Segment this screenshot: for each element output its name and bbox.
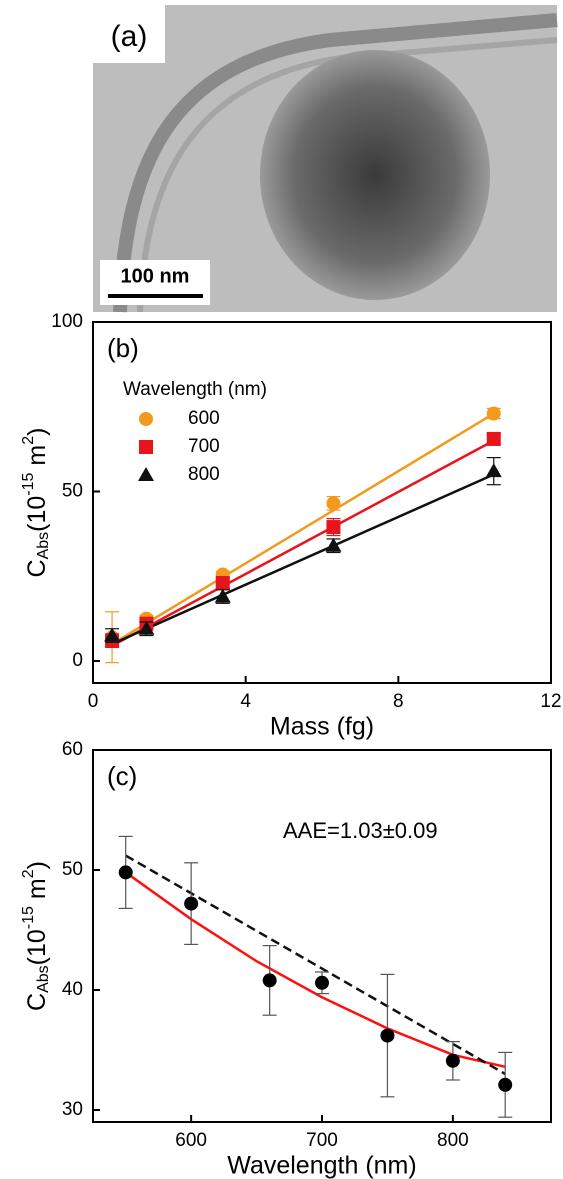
x-axis-label: Wavelength (nm) xyxy=(227,1152,416,1179)
marker xyxy=(486,431,501,446)
legend-marker xyxy=(139,440,153,454)
y-axis-label-part: C xyxy=(23,993,51,1011)
marker xyxy=(325,537,342,552)
y-axis-label-part: ) xyxy=(23,428,51,436)
x-tick-label: 0 xyxy=(88,691,99,712)
panel-label: (b) xyxy=(107,333,139,363)
y-axis-label-part: -15 xyxy=(20,906,37,929)
marker xyxy=(326,520,341,535)
marker xyxy=(498,1077,513,1092)
legend-title: Wavelength (nm) xyxy=(123,379,267,400)
annotation: AAE=1.03±0.09 xyxy=(283,818,438,843)
y-axis-label-part: (10 xyxy=(23,929,51,965)
legend-label: 800 xyxy=(188,464,220,485)
plot-frame xyxy=(92,749,552,1123)
marker xyxy=(215,576,230,591)
y-axis-label-part: ) xyxy=(23,861,51,869)
y-tick-label: 40 xyxy=(62,979,83,1000)
y-tick-label: 50 xyxy=(62,859,83,880)
marker xyxy=(445,1053,460,1068)
x-axis-label: Mass (fg) xyxy=(270,713,374,741)
y-axis-label-part: (10 xyxy=(23,496,51,532)
marker xyxy=(262,973,277,988)
y-axis-label-part: Abs xyxy=(35,532,52,560)
y-tick-label: 60 xyxy=(62,739,83,760)
y-tick-label: 30 xyxy=(62,1099,83,1120)
legend-label: 700 xyxy=(188,436,220,457)
y-axis-label-part: Abs xyxy=(35,965,52,993)
y-axis-label-part: m xyxy=(23,878,51,906)
y-axis-label: CAbs(10-15 m2) xyxy=(20,428,52,578)
label-box xyxy=(93,5,165,63)
marker xyxy=(214,588,231,603)
y-tick-label: 0 xyxy=(72,650,83,671)
x-tick-label: 800 xyxy=(437,1130,469,1151)
marker xyxy=(118,865,133,880)
fit-line xyxy=(111,412,495,646)
particle-aggregate xyxy=(260,50,490,300)
fit-line xyxy=(111,439,495,647)
scale-bar-label: 100 nm xyxy=(121,265,190,287)
marker xyxy=(485,463,502,478)
x-tick-label: 4 xyxy=(240,691,251,712)
nanotube xyxy=(113,13,558,313)
y-axis-label-part: 2 xyxy=(20,436,37,445)
y-axis-label-part: C xyxy=(23,559,51,577)
marker xyxy=(315,975,329,990)
fit-line xyxy=(125,854,506,1076)
y-axis-label-part: m xyxy=(23,445,51,473)
legend-marker xyxy=(139,412,153,426)
plot-frame xyxy=(92,321,552,684)
fit-line xyxy=(124,871,506,1069)
tem-image: (a) 100 nm xyxy=(93,5,558,313)
panel-label: (c) xyxy=(107,761,137,791)
fit-line xyxy=(111,473,495,646)
marker xyxy=(486,406,501,421)
x-tick-label: 700 xyxy=(306,1130,338,1151)
marker xyxy=(138,620,155,635)
y-tick-label: 100 xyxy=(51,311,83,332)
legend-marker xyxy=(138,467,154,481)
marker xyxy=(326,496,341,511)
marker xyxy=(104,627,121,642)
x-tick-label: 600 xyxy=(175,1130,207,1151)
marker xyxy=(380,1028,395,1043)
nanotube xyxy=(137,37,558,313)
y-tick-label: 50 xyxy=(62,480,83,501)
marker xyxy=(184,896,199,911)
y-axis-label-part: -15 xyxy=(20,472,37,495)
x-tick-label: 8 xyxy=(393,691,404,712)
x-tick-label: 12 xyxy=(540,691,561,712)
legend-label: 600 xyxy=(188,408,220,429)
y-axis-label: CAbs(10-15 m2) xyxy=(20,861,52,1011)
panel-label: (a) xyxy=(111,20,148,53)
y-axis-label-part: 2 xyxy=(20,869,37,878)
